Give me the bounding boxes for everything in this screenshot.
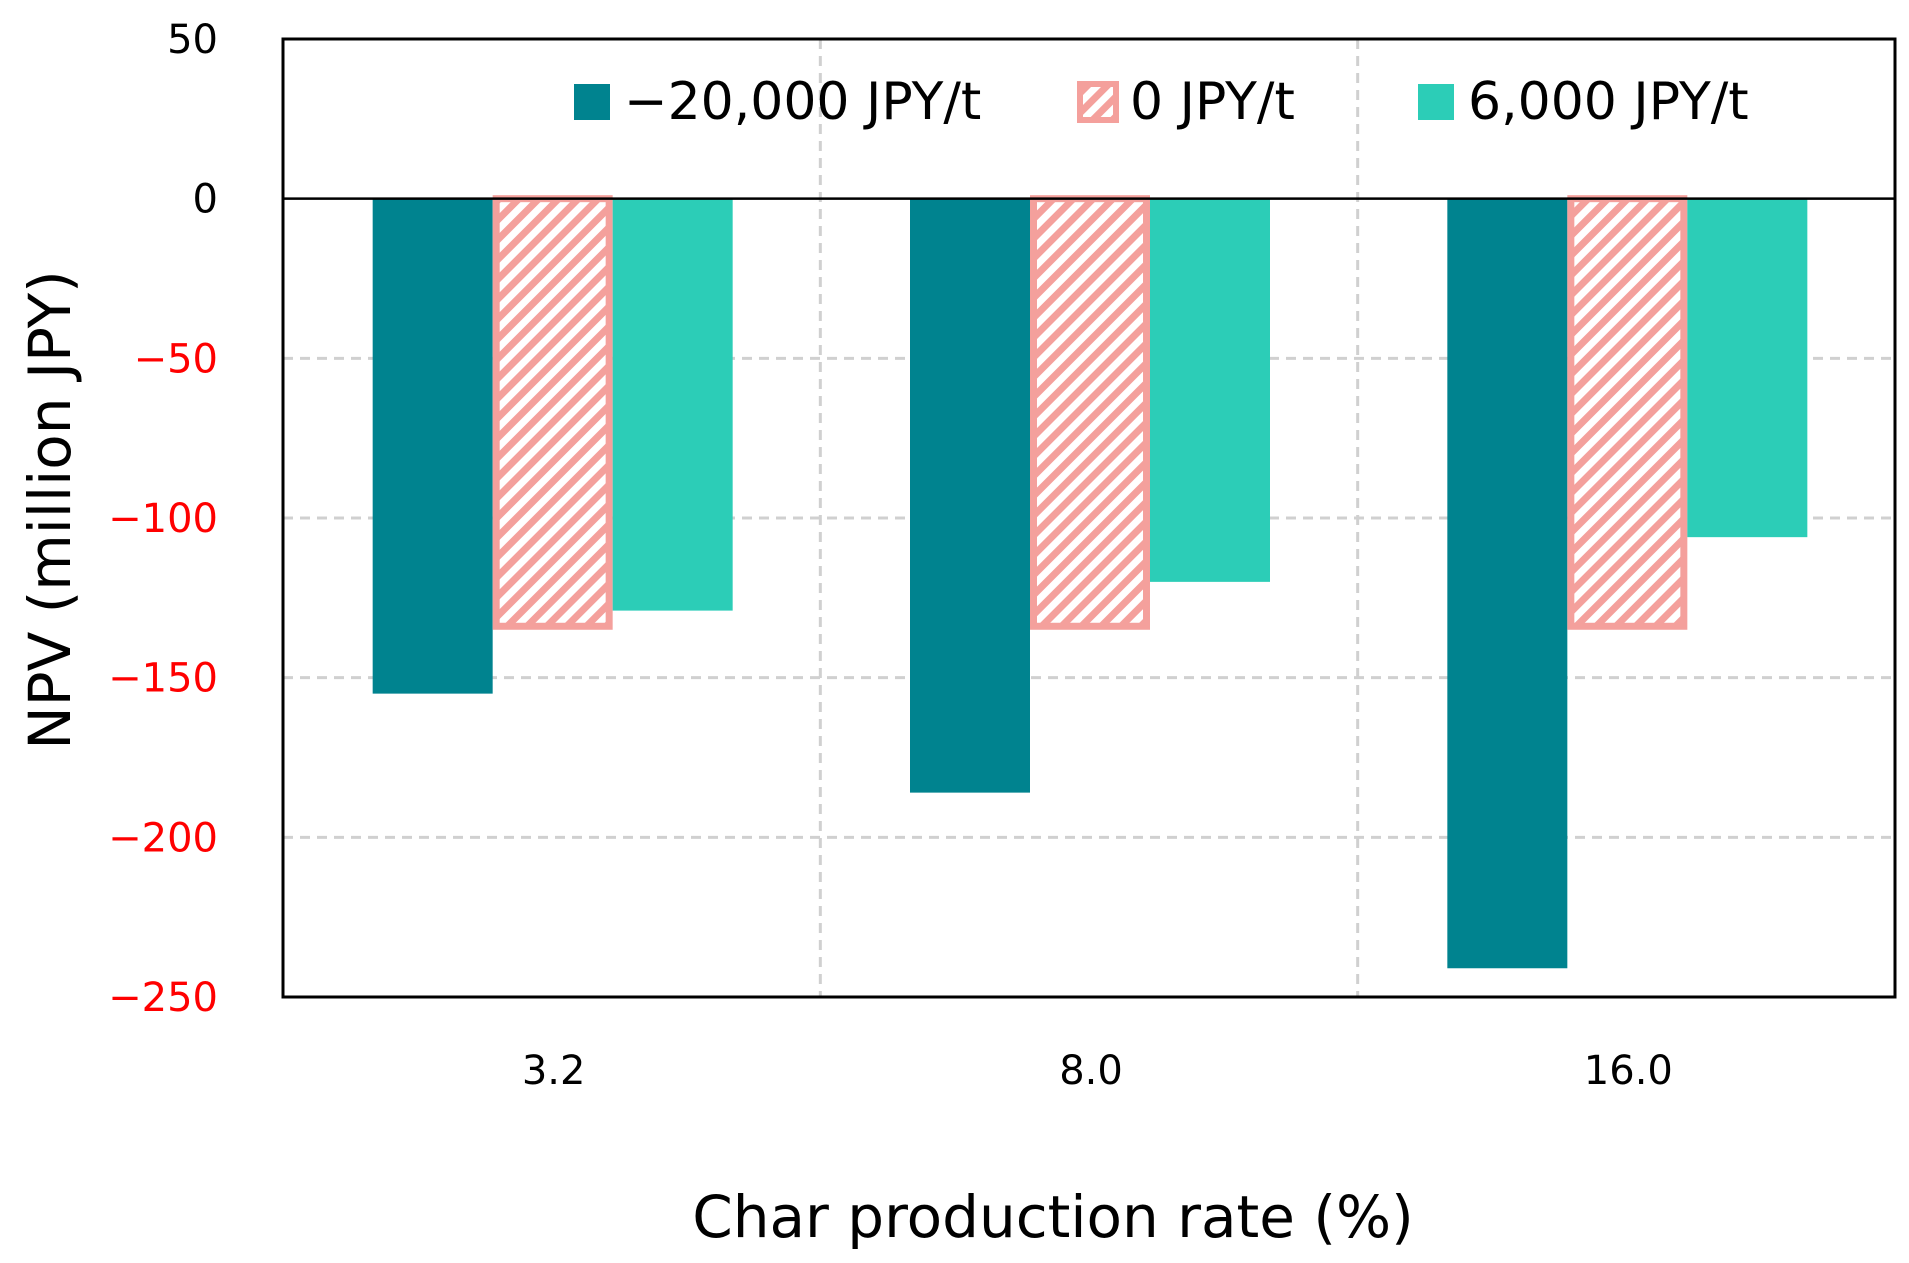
x-axis-ticks: 3.2 8.0 16.0 — [522, 1048, 1673, 1094]
legend-label-3: 6,000 JPY/t — [1468, 72, 1749, 132]
legend-label-1: −20,000 JPY/t — [624, 72, 981, 132]
y-tick-label: −100 — [108, 496, 218, 542]
bar-2-3.2 — [492, 195, 613, 630]
plot-area-frame — [281, 37, 1897, 999]
legend-swatch-2 — [1077, 81, 1119, 123]
y-axis-title: NPV (million JPY) — [16, 270, 84, 750]
legend: −20,000 JPY/t 0 JPY/t 6,000 JPY/t — [574, 72, 1749, 132]
x-tick-label: 3.2 — [522, 1048, 586, 1094]
x-tick-label: 16.0 — [1584, 1048, 1673, 1094]
y-tick-label: −200 — [108, 815, 218, 861]
y-tick-label: 0 — [193, 177, 218, 223]
legend-swatch-1 — [574, 84, 610, 120]
bar-3-16.0 — [1687, 198, 1808, 538]
y-tick-label: 50 — [167, 17, 218, 63]
legend-label-2: 0 JPY/t — [1130, 72, 1295, 132]
y-tick-label: −250 — [108, 975, 218, 1021]
bar-1-8.0 — [910, 198, 1030, 793]
bar-1-16.0 — [1447, 198, 1568, 969]
bar-1-3.2 — [372, 198, 493, 694]
y-axis-ticks: 50 0 −50 −100 −150 −200 −250 — [108, 17, 218, 1021]
x-axis-title: Char production rate (%) — [692, 1183, 1414, 1251]
x-tick-label: 8.0 — [1059, 1048, 1123, 1094]
y-tick-label: −150 — [108, 656, 218, 702]
bar-2-16.0 — [1567, 195, 1688, 630]
y-tick-label: −50 — [134, 336, 218, 382]
legend-swatch-3 — [1418, 84, 1454, 120]
bar-3-8.0 — [1150, 198, 1270, 582]
bars — [372, 195, 1808, 969]
bar-3-3.2 — [612, 198, 733, 611]
bar-2-8.0 — [1030, 195, 1150, 630]
